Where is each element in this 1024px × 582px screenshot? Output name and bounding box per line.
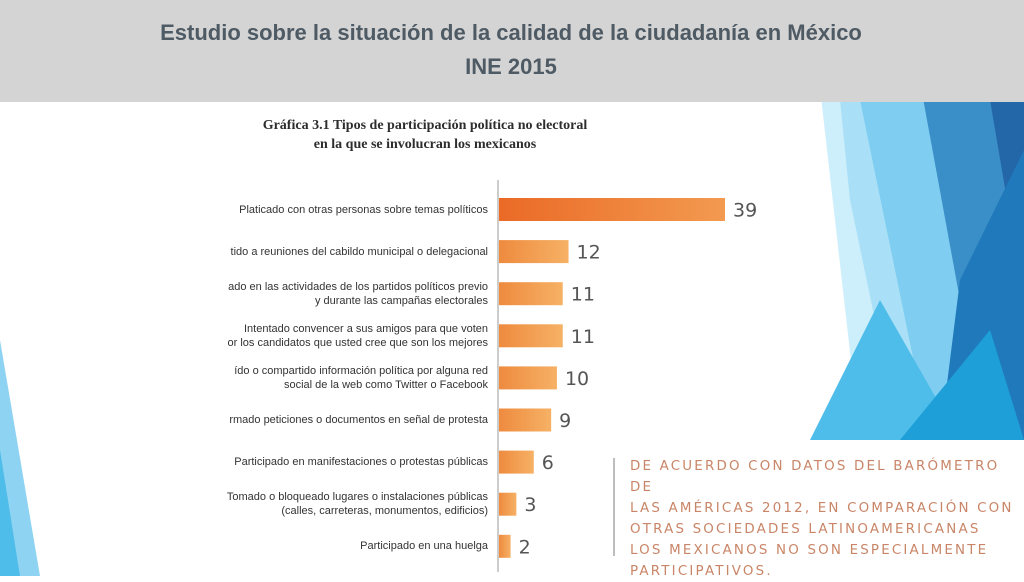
category-label-1: Platicado con otras personas sobre temas… [239, 203, 488, 217]
data-label-8: 3 [524, 494, 536, 516]
category-label-line: Platicado con otras personas sobre temas… [239, 203, 488, 216]
bar-6 [499, 408, 552, 432]
category-label-line: Tomado o bloqueado lugares o instalacion… [226, 491, 488, 504]
callout-line: PARTICIPATIVOS. [630, 564, 773, 579]
data-label-1: 39 [733, 200, 757, 222]
bar-5 [499, 366, 557, 390]
category-label-line: (calles, carreteras, monumentos, edifici… [281, 505, 488, 518]
category-label-line: social de la web como Twitter o Facebook [283, 378, 488, 391]
callout-line: OTRAS SOCIEDADES LATINOAMERICANAS [630, 522, 981, 537]
category-label-6: rmado peticiones o documentos en señal d… [229, 413, 488, 427]
data-label-6: 9 [559, 410, 571, 432]
bar-8 [499, 492, 517, 516]
bar-7 [499, 450, 534, 474]
data-label-7: 6 [542, 452, 554, 474]
category-label-line: or los candidatos que usted cree que son… [227, 336, 489, 349]
chart-title-line2: en la que se involucran los mexicanos [313, 137, 537, 152]
slide-subtitle: INE 2015 [465, 54, 557, 79]
category-label-line: tido a reuniones del cabildo municipal o… [230, 245, 488, 258]
category-label-line: Intentado convencer a sus amigos para qu… [244, 322, 488, 335]
category-label-8: Tomado o bloqueado lugares o instalacion… [227, 490, 488, 518]
category-label-9: Participado en una huelga [360, 539, 488, 553]
data-label-2: 12 [577, 242, 601, 264]
callout-divider [613, 458, 615, 556]
category-label-3: ado en las actividades de los partidos p… [228, 280, 488, 308]
bar-9 [499, 534, 511, 558]
data-label-4: 11 [571, 326, 595, 348]
callout-text: DE ACUERDO CON DATOS DEL BARÓMETRO DE LAS… [630, 456, 1022, 582]
category-label-7: Participado en manifestaciones o protest… [234, 455, 488, 469]
category-label-2: tido a reuniones del cabildo municipal o… [231, 245, 488, 259]
bar-3 [499, 282, 563, 306]
bar-2 [499, 240, 569, 264]
category-label-line: ído o compartido información política po… [234, 364, 488, 377]
category-label-4: Intentado convencer a sus amigos para qu… [228, 322, 489, 350]
chart-title-line1: Gráfica 3.1 Tipos de participación polít… [262, 118, 588, 133]
callout-line: LOS MEXICANOS NO SON ESPECIALMENTE [630, 543, 989, 558]
data-label-9: 2 [519, 536, 531, 558]
slide-title: Estudio sobre la situación de la calidad… [160, 20, 862, 45]
bar-1 [499, 198, 725, 221]
category-label-line: Participado en manifestaciones o protest… [234, 456, 488, 469]
category-label-line: ado en las actividades de los partidos p… [228, 280, 488, 293]
data-label-3: 11 [571, 284, 595, 306]
category-label-line: rmado peticiones o documentos en señal d… [229, 414, 488, 426]
category-label-line: Participado en una huelga [360, 540, 488, 553]
bar-4 [499, 324, 563, 348]
callout-line: LAS AMÉRICAS 2012, EN COMPARACIÓN CON [630, 501, 1014, 516]
category-label-line: y durante las campañas electorales [314, 294, 488, 307]
category-label-5: ído o compartido información política po… [234, 364, 488, 392]
callout-line: DE ACUERDO CON DATOS DEL BARÓMETRO DE [630, 459, 1000, 495]
data-label-5: 10 [565, 368, 589, 390]
header-band [0, 0, 1024, 102]
